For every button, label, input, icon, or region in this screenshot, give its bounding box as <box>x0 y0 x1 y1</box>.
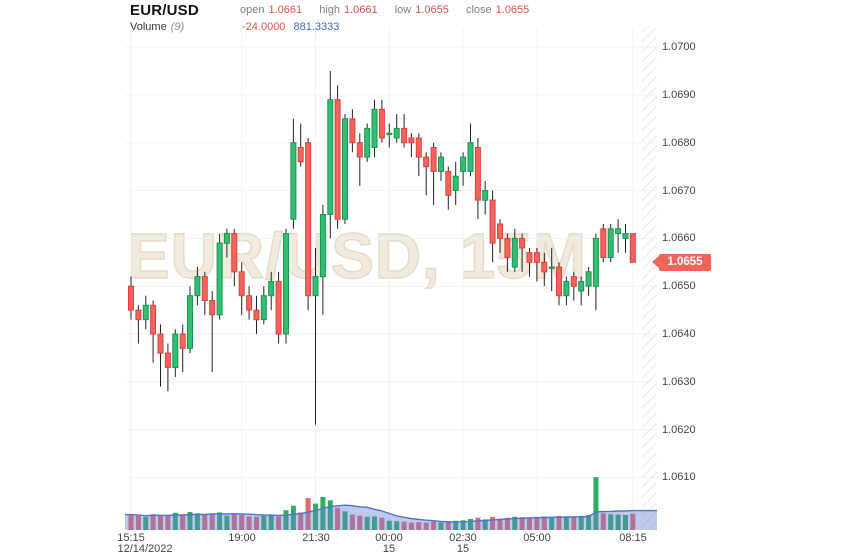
time-axis-sublabel: 12/14/2022 <box>117 543 173 555</box>
price-axis-label: 1.0620 <box>662 424 696 436</box>
last-price-badge: 1.0655 <box>652 254 711 271</box>
time-axis-sublabel: 15 <box>456 543 470 555</box>
price-axis-label: 1.0700 <box>662 41 696 53</box>
open-label: open <box>240 4 265 16</box>
time-axis-label: 02:30 <box>449 532 477 544</box>
indicator-param: (9) <box>170 21 185 33</box>
price-axis-label: 1.0680 <box>662 137 696 149</box>
indicator-value-red: -24.0000 <box>242 21 286 33</box>
close-value: 1.0655 <box>495 4 530 16</box>
price-axis-label: 1.0660 <box>662 232 696 244</box>
time-axis-label: 19:00 <box>228 532 256 544</box>
time-axis-label: 21:30 <box>302 532 330 544</box>
close-label: close <box>465 4 492 16</box>
indicator-value-blue: 881.3333 <box>293 21 340 33</box>
time-axis-label: 08:15 <box>619 532 647 544</box>
price-axis-label: 1.0690 <box>662 89 696 101</box>
ohlc-readout: open 1.0661 high 1.0661 low 1.0655 close 1.0… <box>240 4 529 16</box>
price-axis-label: 1.0670 <box>662 185 696 197</box>
open-value: 1.0661 <box>268 4 303 16</box>
time-axis-label: 00:00 <box>375 532 403 544</box>
low-value: 1.0655 <box>415 4 449 16</box>
high-label: high <box>319 4 340 16</box>
symbol-title: EUR/USD <box>130 2 199 19</box>
low-label: low <box>394 4 412 16</box>
time-axis-label: 15:15 <box>117 532 145 544</box>
indicator-values: -24.0000 881.3333 <box>242 21 339 33</box>
chart-header: EUR/USD <box>130 2 199 20</box>
high-value: 1.0661 <box>344 4 378 16</box>
time-axis-label: 05:00 <box>523 532 551 544</box>
time-axis-sublabel: 15 <box>382 543 396 555</box>
indicator-name: Volume <box>130 21 167 33</box>
price-axis-label: 1.0640 <box>662 328 696 340</box>
price-axis-label: 1.0650 <box>662 280 696 292</box>
price-axis-label: 1.0630 <box>662 376 696 388</box>
indicator-readout: Volume (9) <box>130 21 184 33</box>
price-axis-label: 1.0610 <box>662 471 696 483</box>
